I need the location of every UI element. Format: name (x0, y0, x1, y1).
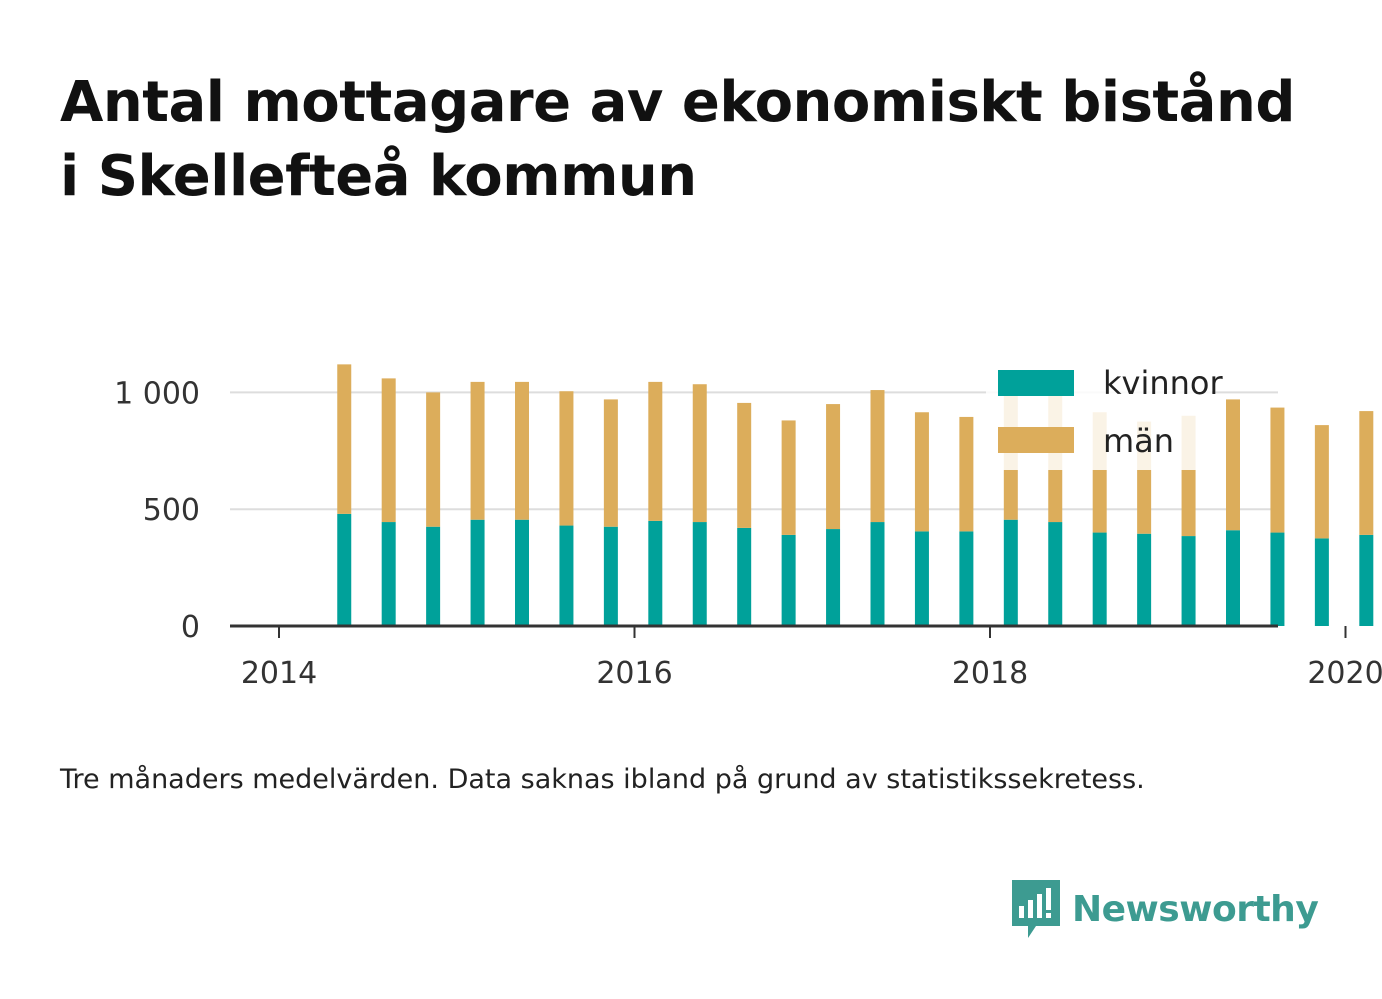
bar-man (826, 404, 841, 530)
bar-man (870, 390, 885, 523)
bar-kvinnor (870, 522, 885, 626)
bar-man (603, 399, 618, 527)
y-tick-label: 0 (181, 610, 200, 645)
page-title: Antal mottagare av ekonomiskt bistånd i … (60, 70, 1295, 209)
bar-kvinnor (1181, 536, 1196, 626)
brand-logo: Newsworthy (1010, 878, 1319, 940)
x-tick-label: 2016 (596, 656, 672, 691)
bar-man (1314, 425, 1329, 539)
legend-swatch-kvinnor (998, 370, 1074, 396)
bar-kvinnor (426, 526, 441, 626)
bar-kvinnor (1314, 538, 1329, 626)
bar-kvinnor (1003, 519, 1018, 626)
bar-kvinnor (1137, 533, 1152, 626)
bar-man (781, 420, 796, 535)
bar-kvinnor (1270, 532, 1285, 626)
newsworthy-logo-icon (1012, 880, 1060, 938)
bar-man (1270, 407, 1285, 533)
bar-man (470, 381, 485, 520)
bar-kvinnor (692, 522, 707, 626)
x-tick-label: 2014 (241, 656, 317, 691)
legend-label-man: män (1103, 422, 1174, 460)
bar-kvinnor (1359, 534, 1374, 626)
bar-man (426, 392, 441, 527)
bar-kvinnor (559, 525, 574, 626)
bar-man (692, 384, 707, 523)
bar-man (959, 416, 974, 532)
bar-kvinnor (781, 534, 796, 626)
bar-kvinnor (959, 531, 974, 626)
brand-name: Newsworthy (1072, 888, 1319, 930)
bar-kvinnor (648, 520, 663, 626)
legend: kvinnor män (986, 362, 1224, 470)
bar-kvinnor (826, 529, 841, 626)
bar-man (337, 364, 352, 514)
y-tick-label: 1 000 (114, 376, 200, 411)
bar-man (648, 381, 663, 521)
legend-label-kvinnor: kvinnor (1103, 364, 1224, 402)
bar-kvinnor (1092, 532, 1107, 626)
y-tick-label: 500 (143, 493, 200, 528)
x-tick-label: 2018 (952, 656, 1028, 691)
bars (337, 364, 1374, 626)
bar-kvinnor (515, 519, 529, 626)
bar-man (737, 402, 752, 528)
bar-kvinnor (737, 527, 752, 626)
bar-man (559, 391, 574, 526)
bar-kvinnor (1048, 522, 1063, 626)
bar-kvinnor (337, 513, 352, 626)
bar-kvinnor (914, 531, 929, 626)
bar-man (381, 378, 396, 523)
x-tick-label: 2020 (1307, 656, 1382, 691)
footnote: Tre månaders medelvärden. Data saknas ib… (60, 764, 1145, 795)
bar-kvinnor (381, 522, 396, 626)
bar-kvinnor (603, 526, 618, 626)
bar-man (914, 412, 929, 532)
legend-swatch-man (998, 427, 1074, 453)
bar-man (1359, 411, 1374, 535)
bar-man (515, 381, 529, 520)
bar-man (1226, 399, 1240, 531)
bar-kvinnor (1226, 530, 1240, 626)
bar-kvinnor (470, 519, 485, 626)
